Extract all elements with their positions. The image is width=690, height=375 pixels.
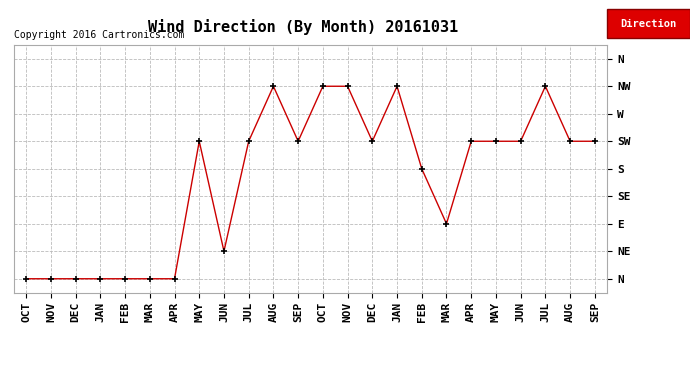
Text: Copyright 2016 Cartronics.com: Copyright 2016 Cartronics.com [14,30,184,40]
Text: Wind Direction (By Month) 20161031: Wind Direction (By Month) 20161031 [148,19,459,35]
Text: Direction: Direction [620,19,677,28]
